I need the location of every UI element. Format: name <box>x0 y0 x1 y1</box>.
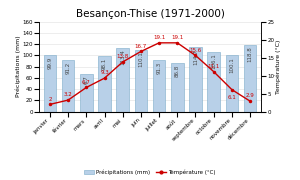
Y-axis label: Température (°C): Température (°C) <box>276 39 281 94</box>
Text: 19.1: 19.1 <box>171 35 183 40</box>
Bar <box>226 55 238 112</box>
Text: 86.8: 86.8 <box>175 64 180 77</box>
Bar <box>62 60 74 112</box>
Text: 16.7: 16.7 <box>135 44 147 49</box>
Text: 2: 2 <box>48 96 52 102</box>
Text: 6.7: 6.7 <box>84 76 89 84</box>
Text: 99.9: 99.9 <box>47 57 52 69</box>
Text: 11.1: 11.1 <box>208 64 220 69</box>
Text: 91.2: 91.2 <box>66 62 70 74</box>
Text: 2.9: 2.9 <box>246 93 254 98</box>
Text: 100.1: 100.1 <box>230 57 234 73</box>
Text: 98.1: 98.1 <box>102 58 107 70</box>
Text: 9.3: 9.3 <box>100 70 109 75</box>
Legend: Précipitations (mm), Température (°C): Précipitations (mm), Température (°C) <box>82 167 218 177</box>
Bar <box>207 52 220 112</box>
Bar <box>98 56 111 112</box>
Bar <box>189 47 202 112</box>
Bar <box>116 48 129 112</box>
Text: 6.7: 6.7 <box>82 80 91 85</box>
Text: 6.1: 6.1 <box>227 95 236 100</box>
Title: Besançon-Thise (1971-2000): Besançon-Thise (1971-2000) <box>76 9 224 19</box>
Text: 19.1: 19.1 <box>153 35 165 40</box>
Bar <box>171 63 184 112</box>
Text: 15.6: 15.6 <box>189 48 202 53</box>
Bar <box>80 74 93 112</box>
Text: 110.1: 110.1 <box>138 51 143 67</box>
Text: 106.1: 106.1 <box>211 54 216 69</box>
Bar <box>244 45 256 112</box>
Text: 91.3: 91.3 <box>157 62 162 74</box>
Bar <box>44 55 56 112</box>
Text: 113.4: 113.4 <box>120 50 125 65</box>
Text: 114.7: 114.7 <box>193 49 198 64</box>
Text: 118.8: 118.8 <box>248 46 253 62</box>
Y-axis label: Précipitations (mm): Précipitations (mm) <box>15 36 21 97</box>
Text: 13.8: 13.8 <box>117 54 129 59</box>
Text: 3.2: 3.2 <box>64 92 73 97</box>
Bar <box>134 50 147 112</box>
Bar <box>153 60 166 112</box>
